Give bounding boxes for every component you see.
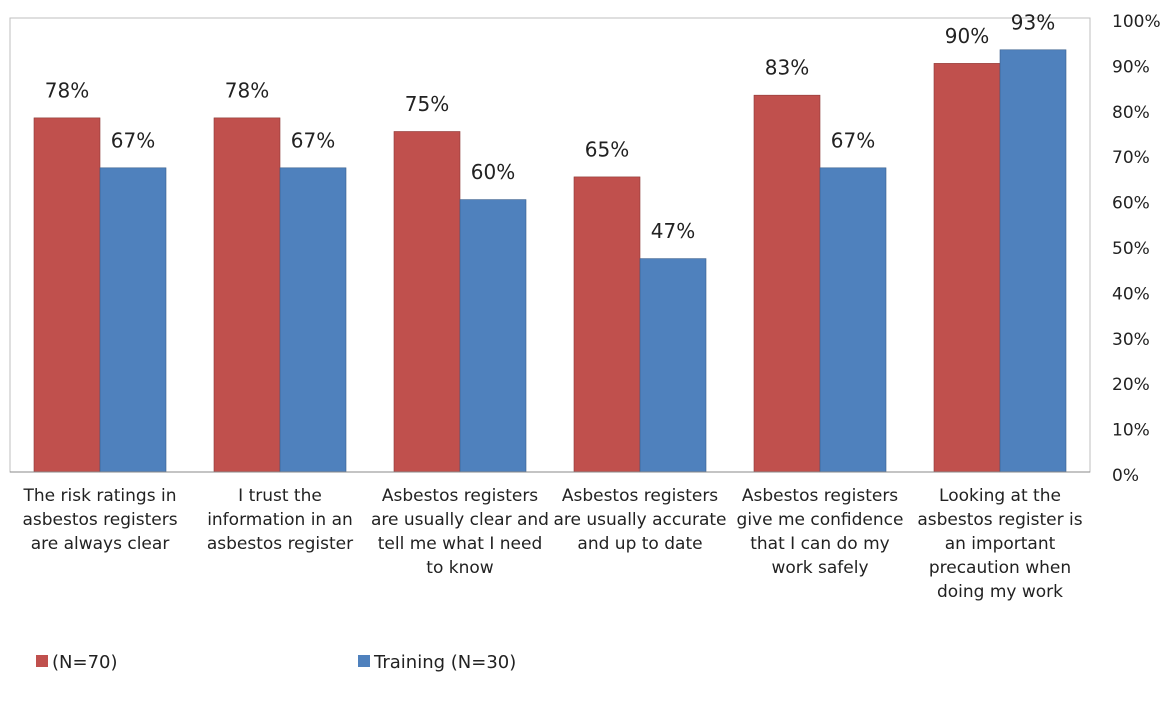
legend-swatch — [36, 655, 48, 667]
y-tick-label: 90% — [1112, 57, 1150, 77]
bar — [459, 199, 527, 473]
bar — [753, 94, 821, 473]
x-tick-label: Asbestos registers are usually accurate … — [553, 486, 727, 554]
y-tick-label: 50% — [1112, 239, 1150, 259]
data-label: 67% — [831, 128, 875, 152]
data-label: 47% — [651, 219, 695, 243]
bar — [639, 258, 707, 473]
bar — [393, 131, 461, 473]
data-label: 78% — [225, 78, 269, 102]
data-label: 93% — [1011, 10, 1055, 34]
data-label: 67% — [291, 128, 335, 152]
data-label: 75% — [405, 92, 449, 116]
bar — [99, 167, 167, 473]
x-tick-label: Looking at the asbestos register is an i… — [917, 486, 1083, 602]
data-label: 78% — [45, 78, 89, 102]
legend-label: Training (N=30) — [373, 652, 516, 673]
y-tick-label: 60% — [1112, 194, 1150, 214]
bar — [213, 117, 281, 473]
legend-label: (N=70) — [52, 652, 118, 673]
bar — [573, 176, 641, 473]
y-tick-label: 0% — [1112, 466, 1139, 486]
y-tick-label: 30% — [1112, 330, 1150, 350]
bar — [819, 167, 887, 473]
y-tick-label: 80% — [1112, 103, 1150, 123]
bar — [279, 167, 347, 473]
data-label: 60% — [471, 160, 515, 184]
x-tick-label: Asbestos registers give me confidence th… — [736, 486, 904, 578]
data-label: 83% — [765, 56, 809, 80]
plot-area — [9, 17, 1091, 473]
y-tick-label: 20% — [1112, 375, 1150, 395]
data-label: 90% — [945, 24, 989, 48]
x-tick-label: I trust the information in an asbestos r… — [206, 486, 354, 554]
x-tick-label: The risk ratings in asbestos registers a… — [22, 486, 178, 554]
legend-swatch — [358, 655, 370, 667]
y-tick-label: 100% — [1112, 12, 1161, 32]
x-tick-label: Asbestos registers are usually clear and… — [371, 486, 549, 578]
y-tick-label: 70% — [1112, 148, 1150, 168]
y-tick-label: 10% — [1112, 421, 1150, 441]
y-tick-label: 40% — [1112, 284, 1150, 304]
bar — [933, 63, 1001, 473]
bar — [999, 49, 1067, 473]
data-label: 67% — [111, 128, 155, 152]
bar — [33, 117, 101, 473]
data-label: 65% — [585, 137, 629, 161]
